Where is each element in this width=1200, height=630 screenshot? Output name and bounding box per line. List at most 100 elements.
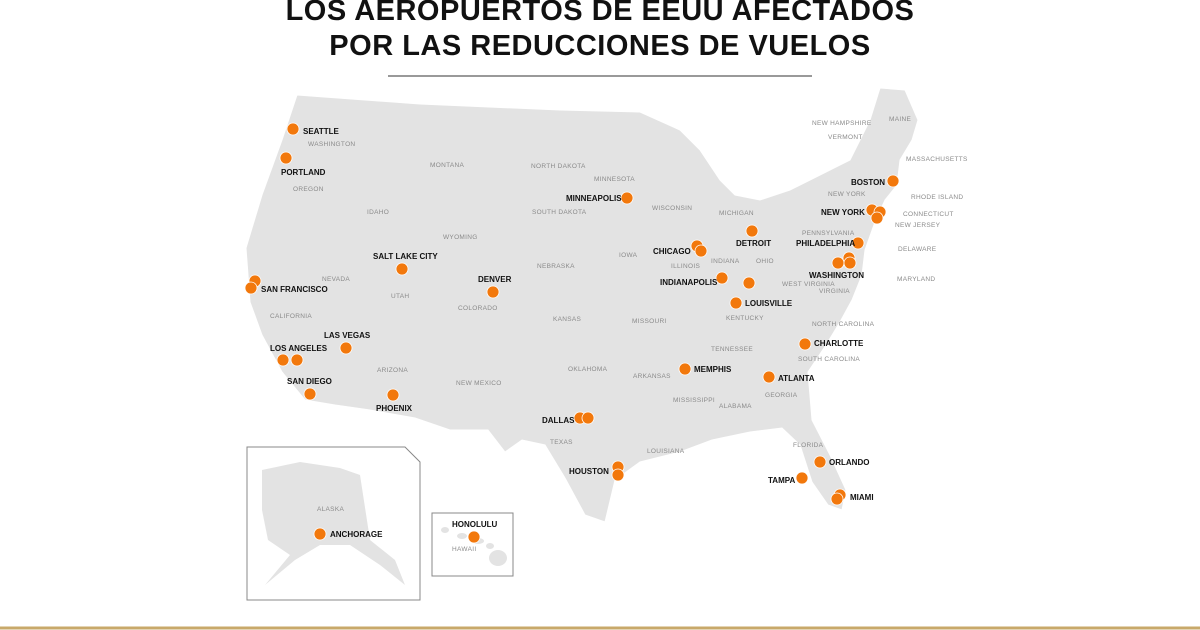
airport-label: PHOENIX <box>376 404 413 413</box>
airport-label: MIAMI <box>850 493 874 502</box>
state-label: MINNESOTA <box>594 176 635 183</box>
state-label: INDIANA <box>711 258 740 265</box>
state-label: ILLINOIS <box>671 263 700 270</box>
airport-label: DETROIT <box>736 239 771 248</box>
airport-dot <box>290 353 304 367</box>
airport-dot <box>813 455 827 469</box>
state-label: HAWAII <box>452 546 476 553</box>
state-label: WYOMING <box>443 234 478 241</box>
airport-label: HONOLULU <box>452 520 498 529</box>
airport-label: PORTLAND <box>281 168 326 177</box>
airport-dot <box>313 527 327 541</box>
state-label: ALABAMA <box>719 403 752 410</box>
airport-dot <box>611 468 625 482</box>
airport-label: DALLAS <box>542 416 575 425</box>
state-label: ARKANSAS <box>633 373 671 380</box>
airport-dot <box>386 388 400 402</box>
state-label: NORTH CAROLINA <box>812 321 875 328</box>
airport-label: ATLANTA <box>778 374 815 383</box>
airport-label: ANCHORAGE <box>330 530 383 539</box>
title-line: LOS AEROPUERTOS DE EEUU AFECTADOS <box>286 0 915 27</box>
airport-label: WASHINGTON <box>809 271 864 280</box>
us-mainland <box>245 87 919 523</box>
airport-label: BOSTON <box>851 178 885 187</box>
alaska-frame <box>246 446 421 601</box>
airport-dot <box>620 191 634 205</box>
airport-dot <box>339 341 353 355</box>
title-line: POR LAS REDUCCIONES DE VUELOS <box>329 30 870 62</box>
airport-label: SAN FRANCISCO <box>261 285 328 294</box>
state-label: COLORADO <box>458 305 498 312</box>
state-label: OHIO <box>756 258 774 265</box>
state-label: ALASKA <box>317 506 344 513</box>
state-label: NEVADA <box>322 276 350 283</box>
state-label: PENNSYLVANIA <box>802 230 855 237</box>
airport-label: CHICAGO <box>653 247 691 256</box>
state-label: NEW MEXICO <box>456 380 502 387</box>
airport-label: INDIANAPOLIS <box>660 278 718 287</box>
state-label: VERMONT <box>828 134 863 141</box>
state-label: VIRGINIA <box>819 288 850 295</box>
airport-dot <box>303 387 317 401</box>
state-label: MISSISSIPPI <box>673 397 715 404</box>
hawaii-frame <box>431 512 514 577</box>
airport-label: SAN DIEGO <box>287 377 332 386</box>
state-label: KANSAS <box>553 316 582 323</box>
state-label: SOUTH CAROLINA <box>798 356 860 363</box>
state-label: TEXAS <box>550 439 573 446</box>
airport-label: DENVER <box>478 275 512 284</box>
airport-label: LAS VEGAS <box>324 331 371 340</box>
airport-dot <box>395 262 409 276</box>
state-label: UTAH <box>391 293 409 300</box>
state-label: OKLAHOMA <box>568 366 608 373</box>
airport-dot <box>467 530 481 544</box>
airport-label: TAMPA <box>768 476 795 485</box>
state-label: CONNECTICUT <box>903 211 954 218</box>
state-label: GEORGIA <box>765 392 798 399</box>
airport-dot <box>886 174 900 188</box>
state-label: WASHINGTON <box>308 141 355 148</box>
airport-dot <box>486 285 500 299</box>
state-label: MAINE <box>889 116 911 123</box>
state-label: MONTANA <box>430 162 464 169</box>
airport-dot <box>276 353 290 367</box>
state-label: LOUISIANA <box>647 448 685 455</box>
state-label: NEW HAMPSHIRE <box>812 120 872 127</box>
airport-label: LOUISVILLE <box>745 299 793 308</box>
state-label: NEBRASKA <box>537 263 575 270</box>
state-label: FLORIDA <box>793 442 824 449</box>
airport-dot <box>798 337 812 351</box>
airport-label: PHILADELPHIA <box>796 239 855 248</box>
airport-dot <box>286 122 300 136</box>
airport-label: LOS ANGELES <box>270 344 328 353</box>
airport-label: HOUSTON <box>569 467 609 476</box>
airport-dot <box>581 411 595 425</box>
state-label: MISSOURI <box>632 318 667 325</box>
airport-dot <box>830 492 844 506</box>
airport-dot <box>279 151 293 165</box>
state-label: KENTUCKY <box>726 315 764 322</box>
state-label: NEW JERSEY <box>895 222 941 229</box>
state-label: OREGON <box>293 186 324 193</box>
airport-label: NEW YORK <box>821 208 865 217</box>
state-label: DELAWARE <box>898 246 937 253</box>
airport-label: MEMPHIS <box>694 365 732 374</box>
alaska-shape <box>262 462 405 585</box>
state-label: NEW YORK <box>828 191 866 198</box>
state-label: IOWA <box>619 252 638 259</box>
airport-dot <box>851 236 865 250</box>
airport-dot <box>795 471 809 485</box>
airport-label: CHARLOTTE <box>814 339 864 348</box>
airport-dot <box>678 362 692 376</box>
airport-label: ORLANDO <box>829 458 869 467</box>
state-label: TENNESSEE <box>711 346 753 353</box>
airport-dot <box>762 370 776 384</box>
state-label: RHODE ISLAND <box>911 194 963 201</box>
airport-dot <box>745 224 759 238</box>
state-label: WISCONSIN <box>652 205 692 212</box>
airport-dot <box>729 296 743 310</box>
airport-dot <box>694 244 708 258</box>
state-label: NORTH DAKOTA <box>531 163 586 170</box>
